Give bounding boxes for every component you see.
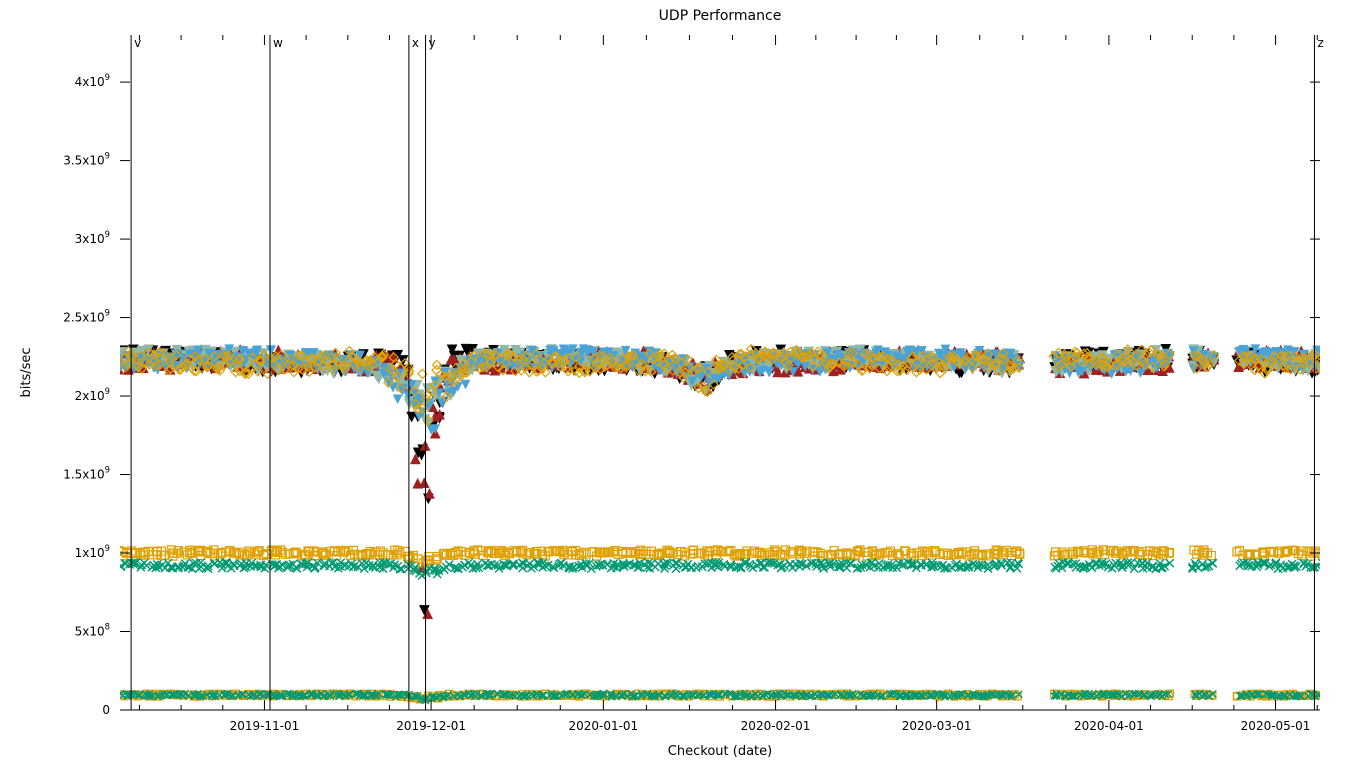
vline-label-x: x [412, 36, 419, 50]
chart-container: vwxyz05x1081x1091.5x1092x1092.5x1093x109… [0, 0, 1360, 768]
x-tick-label: 2020-05-01 [1241, 719, 1311, 733]
x-tick-label: 2020-01-01 [568, 719, 638, 733]
y-tick-label: 3.5x109 [63, 151, 110, 168]
chart-title: UDP Performance [659, 8, 782, 24]
x-tick-label: 2020-03-01 [902, 719, 972, 733]
y-tick-label: 0 [102, 703, 110, 717]
x-tick-label: 2020-04-01 [1074, 719, 1144, 733]
y-tick-label: 1.5x109 [63, 465, 110, 482]
vline-label-v: v [134, 36, 141, 50]
vline-label-y: y [429, 36, 436, 50]
x-tick-label: 2019-11-01 [230, 719, 300, 733]
x-tick-label: 2019-12-01 [396, 719, 466, 733]
udp-performance-chart: vwxyz05x1081x1091.5x1092x1092.5x1093x109… [0, 0, 1360, 768]
y-tick-label: 2.5x109 [63, 308, 110, 325]
vline-label-w: w [273, 36, 283, 50]
x-tick-label: 2020-02-01 [741, 719, 811, 733]
vline-label-z: z [1317, 36, 1323, 50]
x-axis-label: Checkout (date) [668, 744, 772, 759]
y-axis-label: bits/sec [19, 347, 34, 397]
